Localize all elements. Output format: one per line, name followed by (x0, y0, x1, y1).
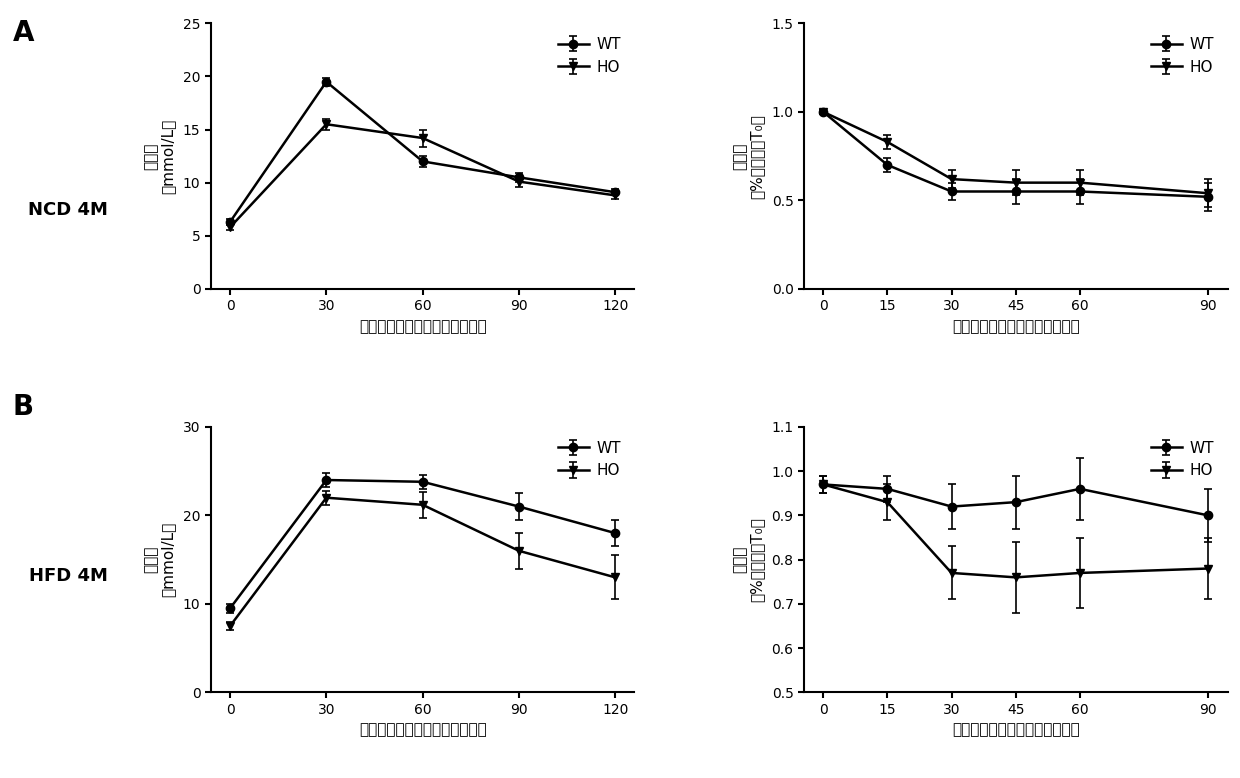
X-axis label: 腹腔注射葡萄糖后时间（分钟）: 腹腔注射葡萄糖后时间（分钟） (952, 723, 1080, 738)
Y-axis label: 葡萄糖
（%血糖浓度T₀）: 葡萄糖 （%血糖浓度T₀） (732, 517, 764, 602)
Text: HFD 4M: HFD 4M (29, 566, 108, 585)
Legend: WT, HO: WT, HO (552, 31, 627, 81)
Legend: WT, HO: WT, HO (1145, 31, 1220, 81)
Y-axis label: 葡萄糖
（mmol/L）: 葡萄糖 （mmol/L） (144, 522, 176, 598)
Legend: WT, HO: WT, HO (552, 435, 627, 485)
Y-axis label: 葡萄糖
（%血糖浓度T₀）: 葡萄糖 （%血糖浓度T₀） (732, 114, 765, 198)
X-axis label: 腹腔注射葡萄糖后时间（分钟）: 腹腔注射葡萄糖后时间（分钟） (358, 723, 486, 738)
X-axis label: 腹腔注射葡萄糖后时间（分钟）: 腹腔注射葡萄糖后时间（分钟） (952, 319, 1080, 334)
Text: A: A (12, 19, 33, 47)
Text: NCD 4M: NCD 4M (29, 201, 108, 219)
Legend: WT, HO: WT, HO (1145, 435, 1220, 485)
Y-axis label: 葡萄糖
（mmol/L）: 葡萄糖 （mmol/L） (144, 118, 176, 194)
Text: B: B (12, 393, 33, 421)
X-axis label: 腹腔注射葡萄糖后时间（分钟）: 腹腔注射葡萄糖后时间（分钟） (358, 319, 486, 334)
